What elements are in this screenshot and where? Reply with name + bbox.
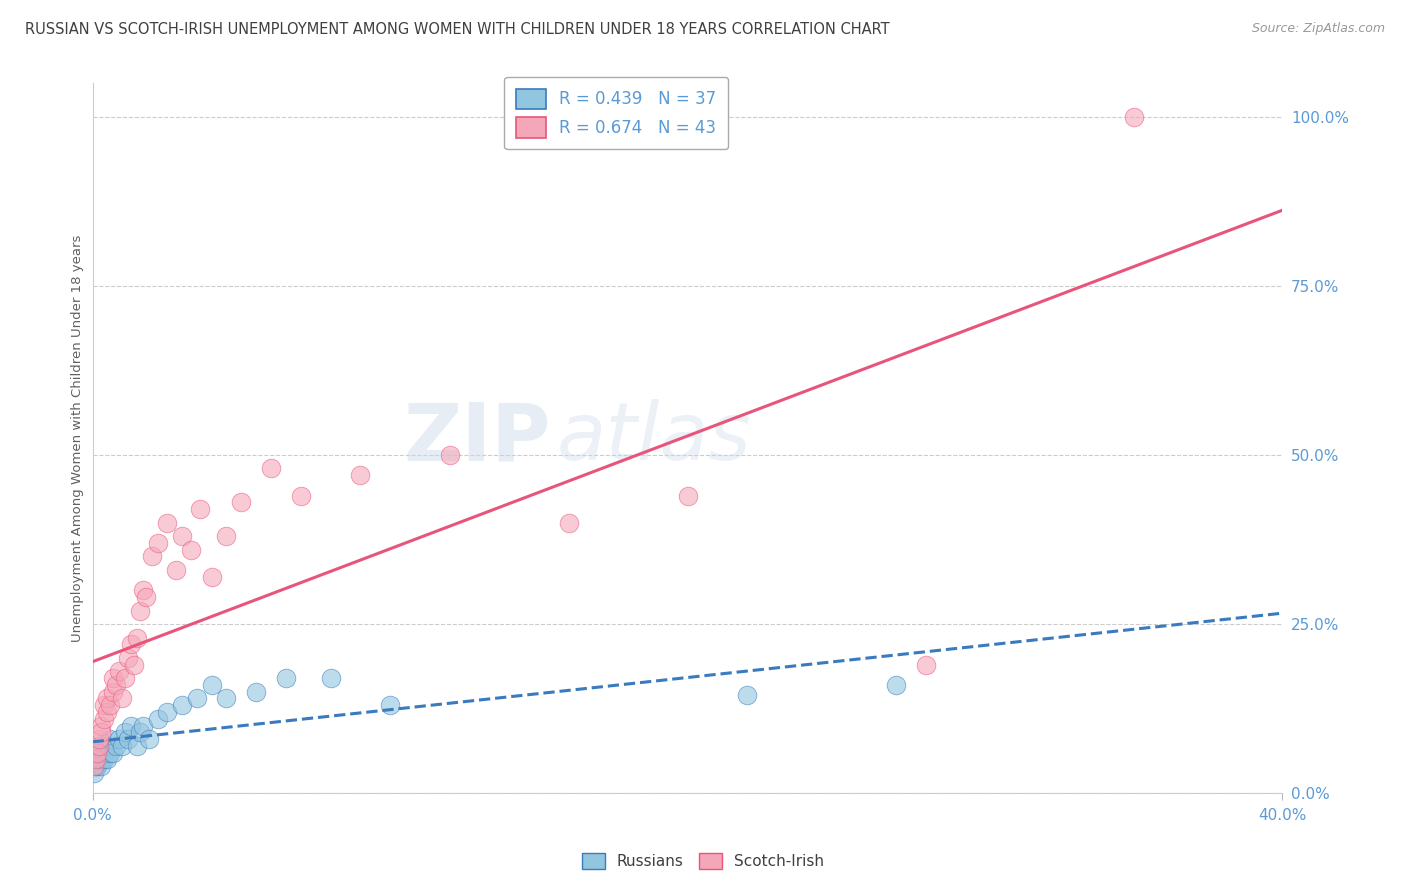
Russians [378, 698, 401, 713]
Scotch-Irish [114, 671, 136, 685]
Russians [215, 691, 238, 706]
Russians [138, 732, 160, 747]
Text: Source: ZipAtlas.com: Source: ZipAtlas.com [1251, 22, 1385, 36]
Russians [108, 732, 131, 747]
Scotch-Irish [215, 529, 238, 543]
Scotch-Irish [127, 631, 149, 645]
Russians [129, 725, 152, 739]
Legend: Russians, Scotch-Irish: Russians, Scotch-Irish [575, 847, 831, 875]
Russians [274, 671, 297, 685]
Russians [170, 698, 193, 713]
Russians [105, 739, 128, 753]
Scotch-Irish [90, 725, 112, 739]
Scotch-Irish [290, 489, 312, 503]
Scotch-Irish [180, 542, 202, 557]
Scotch-Irish [105, 678, 128, 692]
Scotch-Irish [200, 570, 222, 584]
Russians [735, 688, 758, 702]
Scotch-Irish [146, 536, 169, 550]
Russians [884, 678, 907, 692]
Russians [186, 691, 208, 706]
Scotch-Irish [96, 691, 118, 706]
Russians [96, 752, 118, 766]
Legend: R = 0.439   N = 37, R = 0.674   N = 43: R = 0.439 N = 37, R = 0.674 N = 43 [505, 77, 728, 149]
Scotch-Irish [108, 665, 131, 679]
Russians [103, 746, 125, 760]
Scotch-Irish [156, 516, 179, 530]
Scotch-Irish [557, 516, 579, 530]
Russians [127, 739, 149, 753]
Russians [83, 765, 105, 780]
Russians [100, 746, 122, 760]
Scotch-Irish [103, 671, 125, 685]
Scotch-Irish [135, 590, 157, 604]
Scotch-Irish [260, 461, 283, 475]
Russians [156, 705, 179, 719]
Scotch-Irish [96, 705, 118, 719]
Russians [114, 725, 136, 739]
Scotch-Irish [120, 637, 142, 651]
Text: atlas: atlas [557, 399, 751, 477]
Russians [146, 712, 169, 726]
Scotch-Irish [122, 657, 145, 672]
Scotch-Irish [170, 529, 193, 543]
Russians [111, 739, 134, 753]
Scotch-Irish [93, 698, 115, 713]
Scotch-Irish [439, 448, 461, 462]
Y-axis label: Unemployment Among Women with Children Under 18 years: Unemployment Among Women with Children U… [72, 235, 84, 641]
Scotch-Irish [165, 563, 187, 577]
Russians [93, 752, 115, 766]
Russians [120, 718, 142, 732]
Russians [87, 752, 110, 766]
Scotch-Irish [86, 746, 108, 760]
Text: ZIP: ZIP [404, 399, 551, 477]
Russians [200, 678, 222, 692]
Russians [93, 746, 115, 760]
Russians [132, 718, 155, 732]
Russians [90, 759, 112, 773]
Scotch-Irish [87, 739, 110, 753]
Russians [319, 671, 342, 685]
Scotch-Irish [87, 732, 110, 747]
Scotch-Irish [676, 489, 699, 503]
Scotch-Irish [914, 657, 936, 672]
Russians [90, 752, 112, 766]
Scotch-Irish [117, 651, 139, 665]
Scotch-Irish [132, 583, 155, 598]
Russians [117, 732, 139, 747]
Russians [86, 759, 108, 773]
Russians [96, 739, 118, 753]
Text: RUSSIAN VS SCOTCH-IRISH UNEMPLOYMENT AMONG WOMEN WITH CHILDREN UNDER 18 YEARS CO: RUSSIAN VS SCOTCH-IRISH UNEMPLOYMENT AMO… [25, 22, 890, 37]
Scotch-Irish [111, 691, 134, 706]
Scotch-Irish [84, 752, 107, 766]
Scotch-Irish [103, 684, 125, 698]
Scotch-Irish [231, 495, 253, 509]
Scotch-Irish [129, 603, 152, 617]
Russians [100, 732, 122, 747]
Scotch-Irish [93, 712, 115, 726]
Russians [84, 759, 107, 773]
Scotch-Irish [100, 698, 122, 713]
Russians [87, 746, 110, 760]
Scotch-Irish [349, 468, 371, 483]
Scotch-Irish [83, 759, 105, 773]
Scotch-Irish [188, 502, 211, 516]
Russians [245, 684, 267, 698]
Scotch-Irish [1122, 110, 1144, 124]
Russians [90, 739, 112, 753]
Scotch-Irish [90, 718, 112, 732]
Scotch-Irish [141, 549, 163, 564]
